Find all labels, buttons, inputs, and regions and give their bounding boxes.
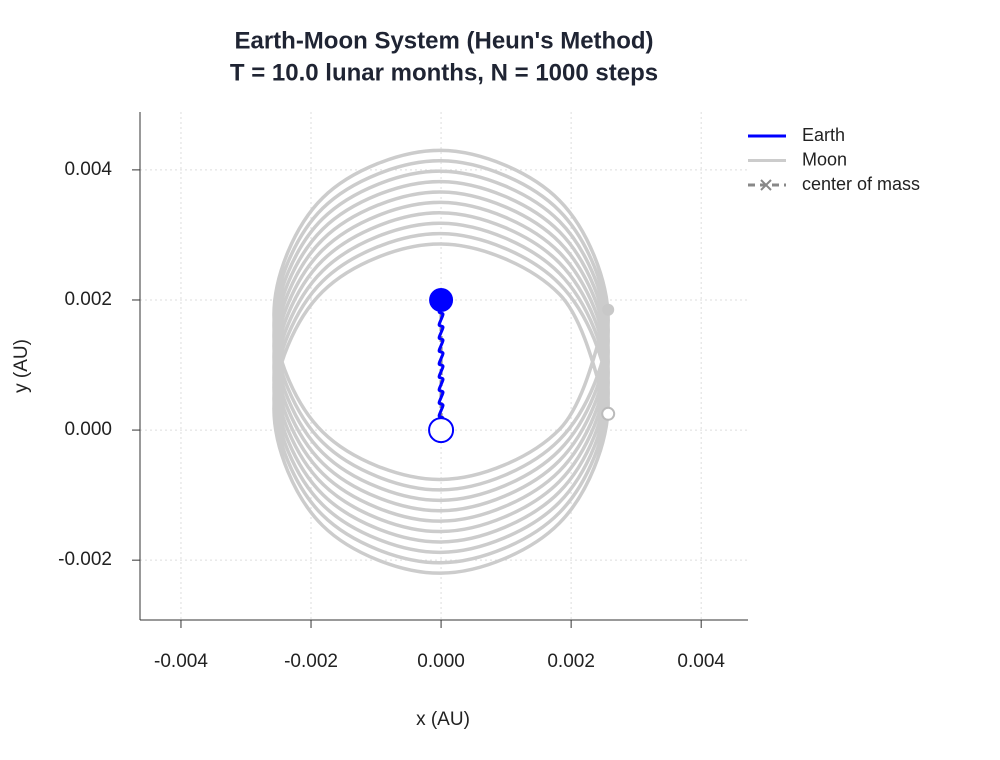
start-marker (601, 406, 616, 421)
end-marker (429, 287, 454, 312)
x-tick-label: 0.002 (547, 651, 595, 672)
trajectory (437, 298, 445, 432)
chart-subtitle: T = 10.0 lunar months, N = 1000 steps (230, 59, 658, 86)
y-tick-label: 0.004 (64, 159, 112, 180)
x-tick-label: 0.000 (417, 651, 465, 672)
y-axis-label: y (AU) (11, 339, 32, 393)
y-tick-label: 0.000 (64, 419, 112, 440)
x-tick-label: 0.004 (677, 651, 725, 672)
legend-label: center of mass (802, 174, 920, 194)
chart-title: Earth-Moon System (Heun's Method) (234, 27, 653, 54)
y-tick-label: 0.002 (64, 289, 112, 310)
x-axis-label: x (AU) (416, 709, 470, 730)
legend-marker (760, 179, 772, 191)
y-tick-label: -0.002 (58, 549, 112, 570)
legend-label: Earth (802, 125, 845, 145)
start-marker (428, 417, 455, 444)
x-tick-label: -0.002 (284, 651, 338, 672)
end-marker (602, 303, 615, 316)
trajectory (272, 148, 610, 575)
x-tick-label: -0.004 (154, 651, 208, 672)
legend-label: Moon (802, 149, 847, 169)
